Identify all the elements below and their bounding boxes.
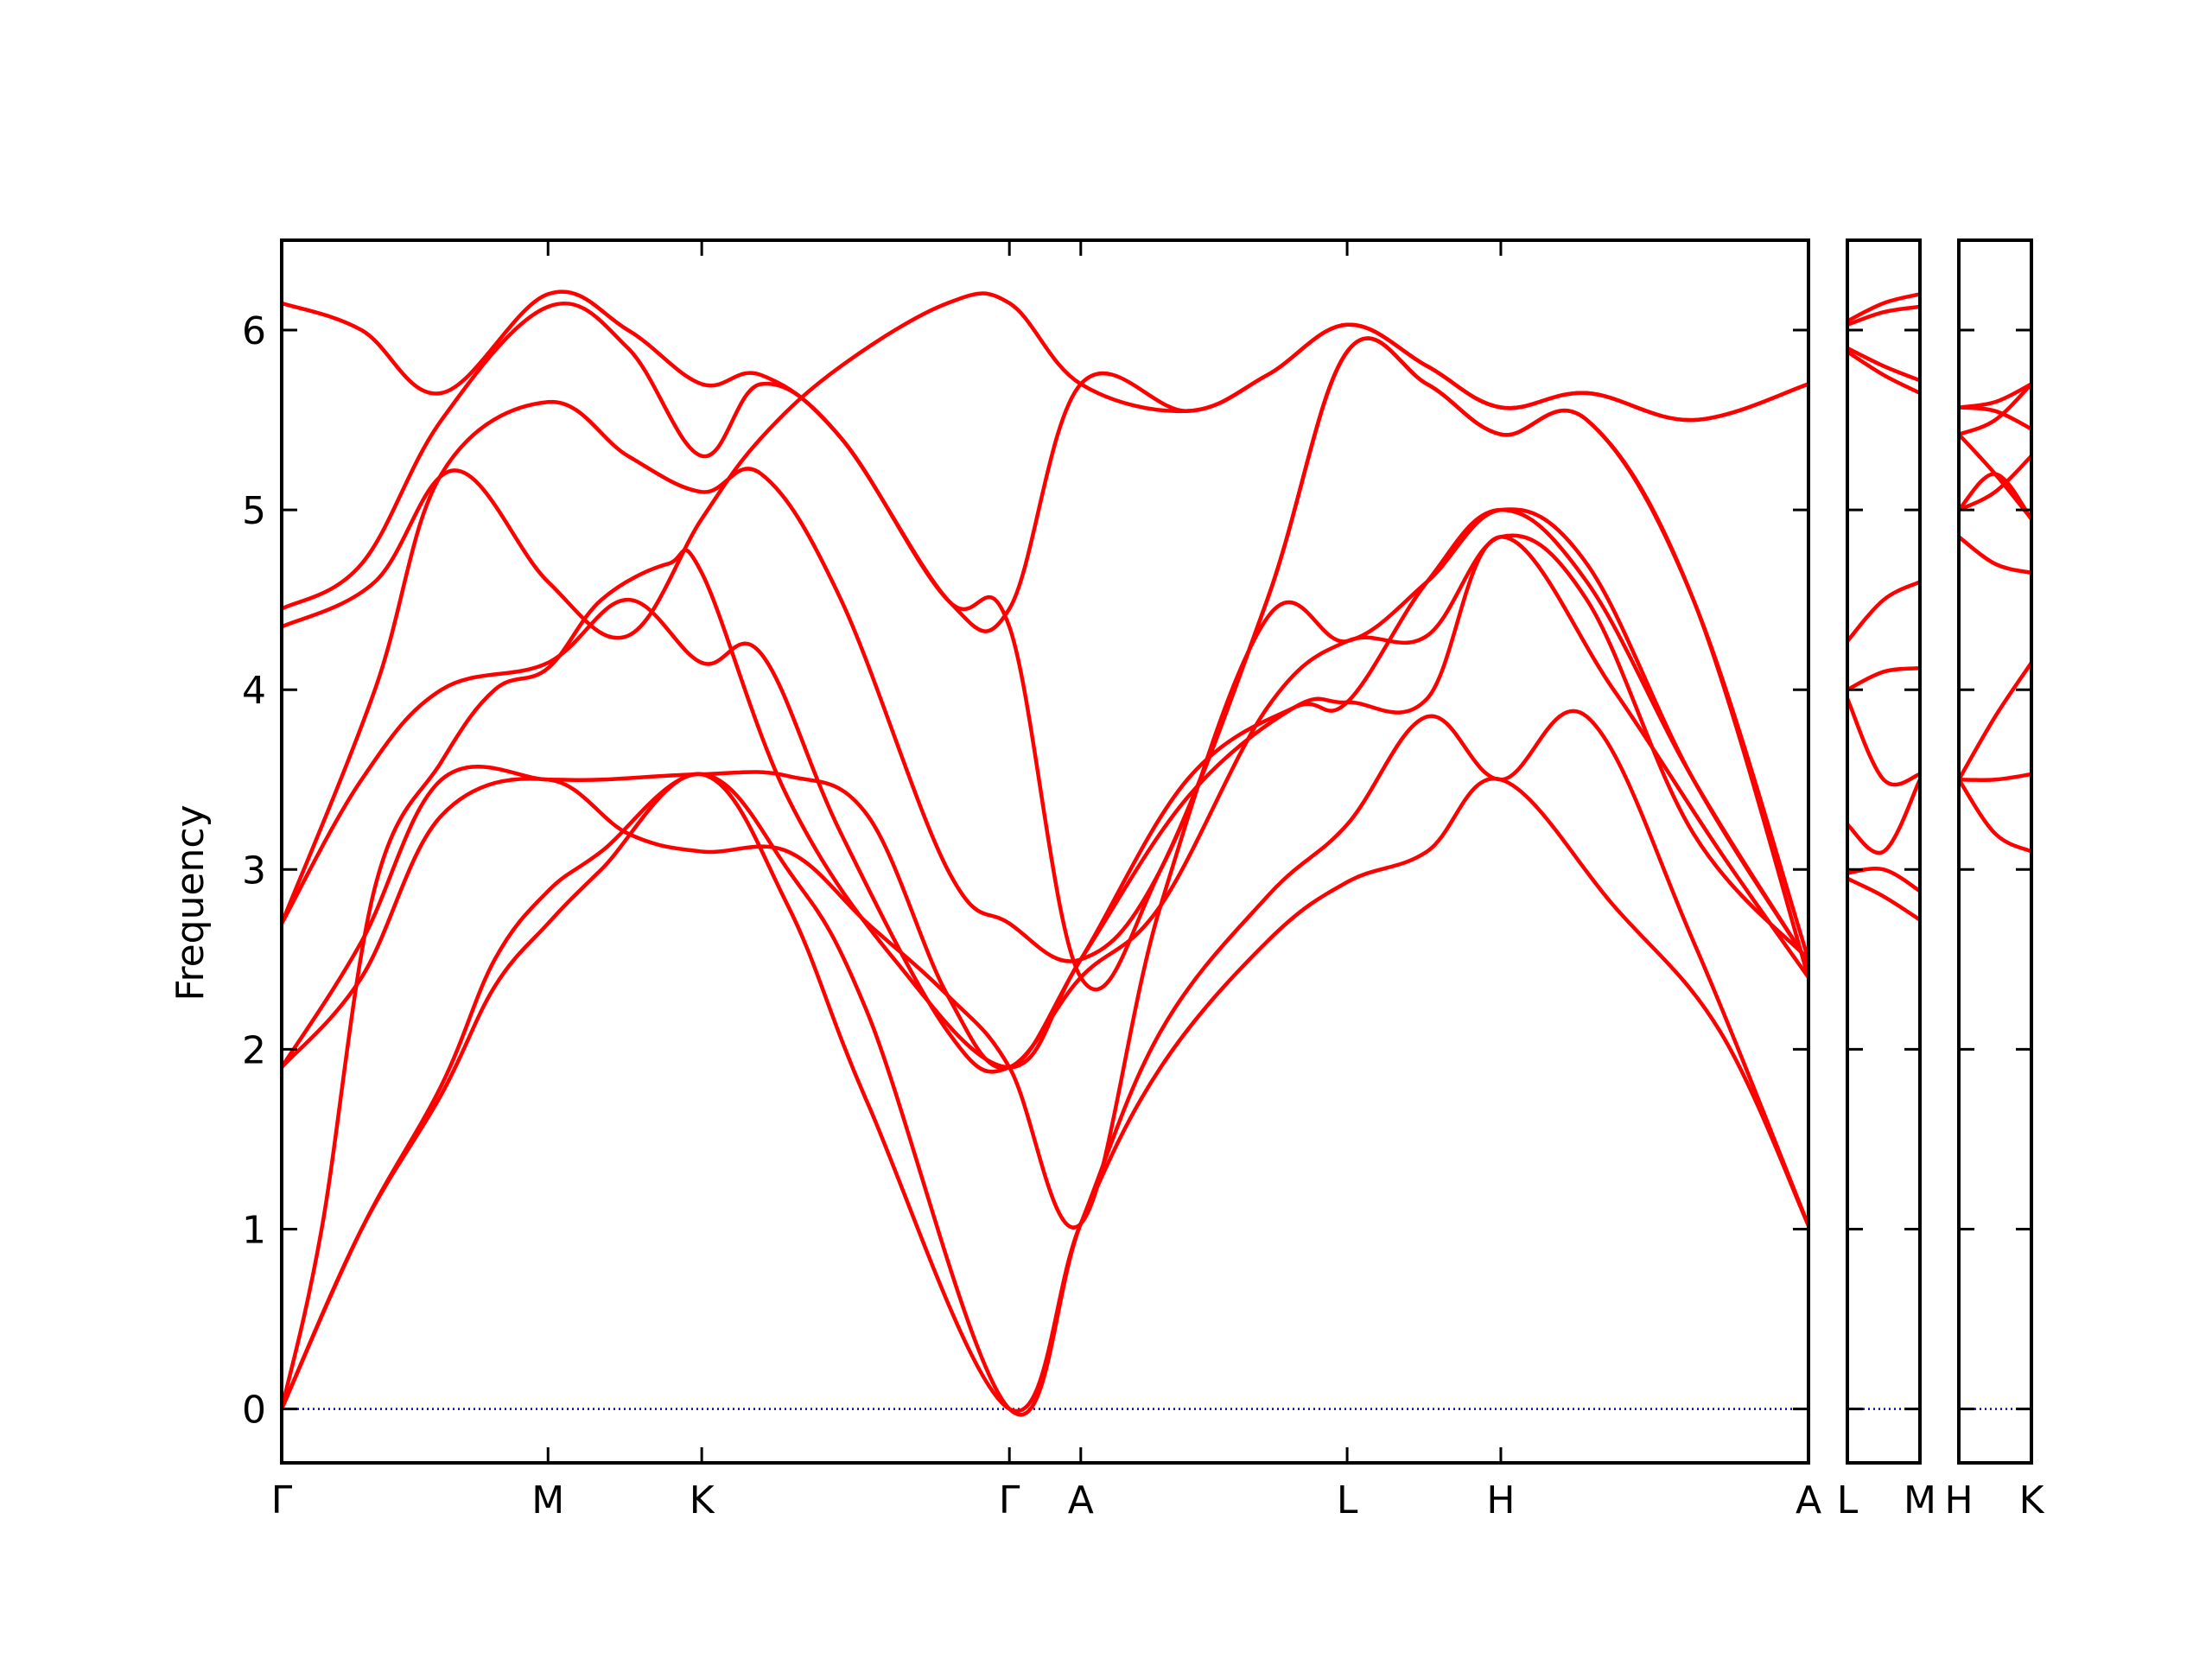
band-line-7 xyxy=(282,336,1808,963)
band-line-5 xyxy=(1847,666,1920,692)
band-line-3 xyxy=(1847,778,1920,855)
panel-frame xyxy=(280,238,1810,1465)
band-line-4 xyxy=(1959,535,2031,575)
x-tick-label: M xyxy=(1904,1478,1936,1522)
band-line-9 xyxy=(282,301,1808,633)
band-line-7 xyxy=(1847,349,1920,396)
band-line-1 xyxy=(1959,772,2031,783)
band-line-1 xyxy=(1847,876,1920,922)
y-axis-label: Frequency xyxy=(168,804,213,1001)
y-tick-label: 4 xyxy=(242,669,266,713)
band-line-2 xyxy=(1959,778,2031,854)
band-line-9 xyxy=(1847,304,1920,327)
band-line-2 xyxy=(282,709,1808,1417)
band-line-1 xyxy=(282,772,1808,1414)
band-group xyxy=(282,289,1808,1417)
band-line-6 xyxy=(1847,580,1920,644)
band-line-4 xyxy=(282,507,1808,1230)
y-tick-label: 5 xyxy=(242,489,266,533)
y-tick-label: 6 xyxy=(242,309,266,353)
x-tick-label: K xyxy=(2019,1478,2045,1522)
band-line-10 xyxy=(282,289,1808,992)
band-line-8 xyxy=(1847,346,1920,383)
x-tick-label: K xyxy=(690,1478,715,1522)
chart-panel-1: 0 1 2 3 4 5 6 Γ M K Γ A L H A xyxy=(242,238,1821,1522)
x-tick-label: H xyxy=(1486,1478,1515,1522)
x-tick-label: Γ xyxy=(271,1478,293,1522)
x-tick-label: Γ xyxy=(999,1478,1020,1522)
y-tick-label: 1 xyxy=(242,1208,266,1252)
band-line-3 xyxy=(1959,660,2031,782)
x-tick-label: A xyxy=(1068,1478,1094,1522)
band-line-3 xyxy=(282,535,1808,1411)
band-line-10 xyxy=(1847,292,1920,323)
band-line-6 xyxy=(282,533,1808,1074)
panel-frame xyxy=(1957,238,2033,1465)
x-tick-label: L xyxy=(1337,1478,1358,1522)
x-tick-label: L xyxy=(1837,1478,1859,1522)
x-tick-label: A xyxy=(1796,1478,1821,1522)
band-group xyxy=(1847,292,1920,922)
band-line-8 xyxy=(1959,382,2031,436)
band-group xyxy=(1959,382,2031,854)
y-tick-label: 0 xyxy=(242,1389,266,1433)
y-tick-label: 2 xyxy=(242,1028,266,1072)
x-tick-label: M xyxy=(531,1478,564,1522)
panel-frame xyxy=(1846,238,1922,1465)
band-line-5 xyxy=(1959,454,2031,512)
y-tick-label: 3 xyxy=(242,849,266,893)
band-line-6 xyxy=(1959,472,2031,521)
band-line-10 xyxy=(1959,382,2031,410)
band-line-4 xyxy=(1847,696,1920,787)
band-line-5 xyxy=(282,507,1808,1071)
x-tick-label: H xyxy=(1944,1478,1973,1522)
band-line-2 xyxy=(1847,867,1920,893)
